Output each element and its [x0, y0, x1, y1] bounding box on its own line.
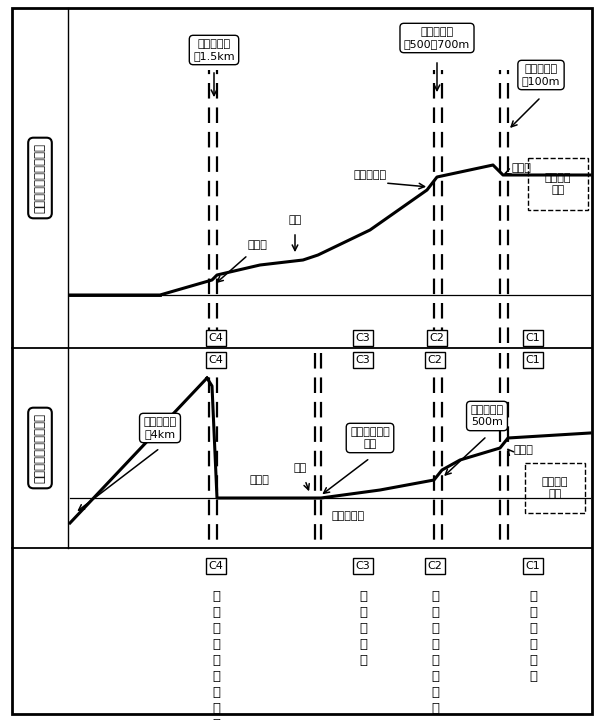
Text: カルデラ
火口: カルデラ 火口	[542, 477, 568, 499]
FancyBboxPatch shape	[528, 158, 588, 210]
Text: C1: C1	[526, 333, 541, 343]
Text: 都道: 都道	[293, 463, 307, 473]
Text: 火口縁: 火口縁	[511, 163, 531, 173]
Text: 海岸線から
約1.5km: 海岸線から 約1.5km	[193, 39, 235, 60]
Text: 火口縁: 火口縁	[513, 445, 533, 455]
Text: 海岸線: 海岸線	[250, 475, 270, 485]
Text: 火口縁から
500m: 火口縁から 500m	[470, 405, 503, 427]
Text: C3: C3	[356, 355, 370, 365]
Text: C2: C2	[430, 333, 445, 343]
Text: 火口縁から
約100m: 火口縁から 約100m	[522, 64, 560, 86]
Text: 鉢巻き道路: 鉢巻き道路	[331, 511, 365, 521]
Text: 火口縁から
約500〜700m: 火口縁から 約500〜700m	[404, 27, 470, 49]
Text: C2: C2	[428, 355, 442, 365]
Text: C1: C1	[526, 355, 541, 365]
Text: C4: C4	[209, 561, 223, 571]
Text: C4: C4	[209, 355, 223, 365]
Text: 従来のカテゴリー分け: 従来のカテゴリー分け	[34, 413, 47, 483]
Text: C2: C2	[428, 561, 442, 571]
Text: 登
録
船
舶
の
み
入
域
可: 登 録 船 舶 の み 入 域 可	[212, 590, 220, 720]
Text: 海岸線から
約4km: 海岸線から 約4km	[143, 417, 176, 438]
FancyBboxPatch shape	[12, 8, 592, 714]
Text: 鉢巻き道路: 鉢巻き道路	[353, 170, 386, 180]
Text: 鉢巻き道路の
外側: 鉢巻き道路の 外側	[350, 427, 390, 449]
Text: 都道: 都道	[289, 215, 302, 225]
Text: 海岸線: 海岸線	[248, 240, 268, 250]
Text: 原
則
立
ち
入
り
禁
止: 原 則 立 ち 入 り 禁 止	[431, 590, 439, 715]
Text: 今後のカテゴリー分け: 今後のカテゴリー分け	[34, 143, 47, 213]
Text: 立
ち
入
り
禁
止: 立 ち 入 り 禁 止	[529, 590, 537, 683]
Text: C3: C3	[356, 333, 370, 343]
FancyBboxPatch shape	[525, 463, 585, 513]
Text: C1: C1	[526, 561, 541, 571]
Text: C4: C4	[209, 333, 223, 343]
Text: 立
ち
入
り
可: 立 ち 入 り 可	[359, 590, 367, 667]
Text: カルデラ
火口: カルデラ 火口	[545, 174, 571, 195]
Text: C3: C3	[356, 561, 370, 571]
